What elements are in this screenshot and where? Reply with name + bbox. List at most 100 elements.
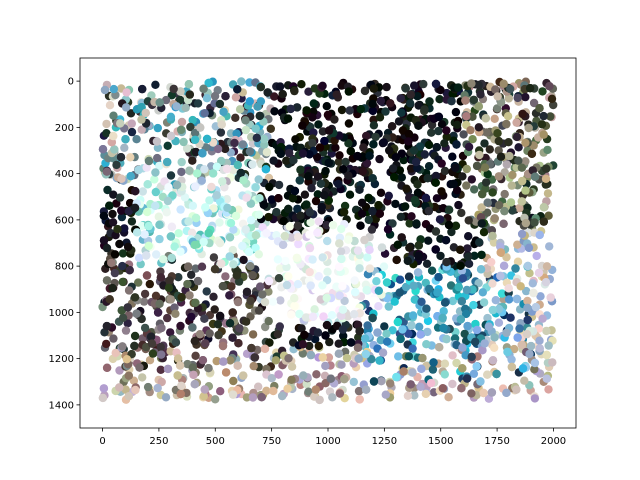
scatter-point — [322, 221, 331, 230]
scatter-point — [456, 261, 465, 270]
scatter-point — [318, 281, 327, 290]
scatter-point — [525, 84, 535, 93]
scatter-point — [527, 149, 537, 158]
scatter-point — [427, 266, 437, 275]
scatter-point — [177, 381, 186, 390]
scatter-point — [452, 186, 462, 195]
scatter-point — [418, 353, 427, 363]
scatter-point — [168, 191, 177, 200]
scatter-point — [176, 321, 185, 331]
scatter-point — [342, 353, 352, 363]
scatter-point — [229, 376, 238, 386]
scatter-point — [488, 279, 497, 288]
scatter-point — [387, 122, 397, 131]
scatter-point — [217, 156, 226, 166]
scatter-point — [490, 214, 499, 223]
scatter-point — [358, 167, 367, 176]
scatter-point — [169, 84, 178, 94]
scatter-point — [200, 109, 209, 118]
scatter-point — [454, 282, 463, 292]
scatter-point — [407, 321, 416, 330]
scatter-point — [281, 256, 290, 266]
scatter-point — [115, 366, 124, 375]
scatter-point — [484, 322, 493, 331]
scatter-point — [254, 382, 263, 391]
scatter-point — [368, 174, 377, 183]
scatter-point — [305, 150, 314, 159]
scatter-point — [420, 150, 429, 159]
scatter-point — [313, 228, 322, 237]
scatter-point — [319, 312, 328, 321]
scatter-point — [408, 344, 417, 353]
scatter-point — [138, 373, 147, 382]
scatter-point — [479, 298, 489, 307]
scatter-point — [535, 104, 544, 113]
scatter-point — [496, 248, 505, 257]
scatter-point — [457, 208, 466, 218]
scatter-point — [521, 186, 530, 195]
scatter-point — [115, 239, 124, 249]
scatter-point — [544, 385, 553, 394]
scatter-point — [542, 164, 551, 173]
scatter-point — [517, 197, 526, 206]
scatter-point — [297, 324, 306, 333]
scatter-point — [355, 395, 364, 404]
scatter-point — [326, 374, 335, 383]
scatter-point — [153, 153, 162, 163]
scatter-point — [102, 276, 112, 285]
scatter-point — [257, 393, 266, 402]
scatter-point — [539, 130, 548, 139]
scatter-point — [494, 318, 504, 327]
scatter-point — [416, 330, 425, 339]
scatter-point — [245, 97, 254, 106]
scatter-point — [190, 135, 200, 144]
scatter-point — [188, 156, 197, 165]
scatter-point — [199, 392, 208, 401]
scatter-point — [476, 90, 485, 99]
scatter-point — [427, 128, 436, 137]
scatter-point — [302, 106, 311, 115]
scatter-point — [487, 257, 496, 267]
scatter-point — [118, 277, 127, 287]
scatter-point — [199, 84, 208, 94]
scatter-point — [344, 171, 353, 180]
scatter-point — [382, 82, 391, 92]
x-tick-label: 250 — [149, 436, 168, 447]
scatter-point — [151, 291, 161, 300]
scatter-point — [490, 333, 499, 342]
scatter-point — [131, 187, 140, 196]
x-tick-label: 0 — [99, 436, 105, 447]
scatter-point — [163, 313, 172, 323]
scatter-point — [254, 210, 264, 219]
scatter-point — [177, 125, 186, 134]
scatter-point — [351, 288, 360, 297]
scatter-point — [375, 356, 384, 365]
scatter-point — [325, 337, 334, 347]
scatter-point — [116, 119, 125, 128]
scatter-point — [447, 96, 456, 106]
scatter-point — [207, 182, 216, 192]
scatter-point — [395, 288, 404, 297]
scatter-point — [431, 171, 441, 181]
scatter-point — [170, 303, 179, 312]
scatter-point — [184, 80, 194, 89]
scatter-point — [477, 219, 486, 228]
scatter-point — [209, 253, 219, 262]
scatter-point — [182, 144, 192, 153]
scatter-point — [261, 165, 271, 174]
scatter-point — [285, 222, 294, 231]
scatter-point — [364, 215, 373, 225]
scatter-point — [196, 123, 205, 132]
scatter-point — [228, 390, 238, 399]
scatter-point — [478, 346, 487, 355]
scatter-point — [522, 286, 531, 296]
scatter-point — [238, 241, 247, 251]
scatter-point — [190, 240, 199, 250]
scatter-point — [232, 271, 241, 280]
scatter-point — [283, 384, 292, 393]
scatter-point — [335, 239, 344, 248]
scatter-point — [382, 337, 392, 346]
scatter-point — [376, 96, 386, 106]
scatter-point — [481, 114, 490, 123]
scatter-point — [393, 240, 402, 249]
